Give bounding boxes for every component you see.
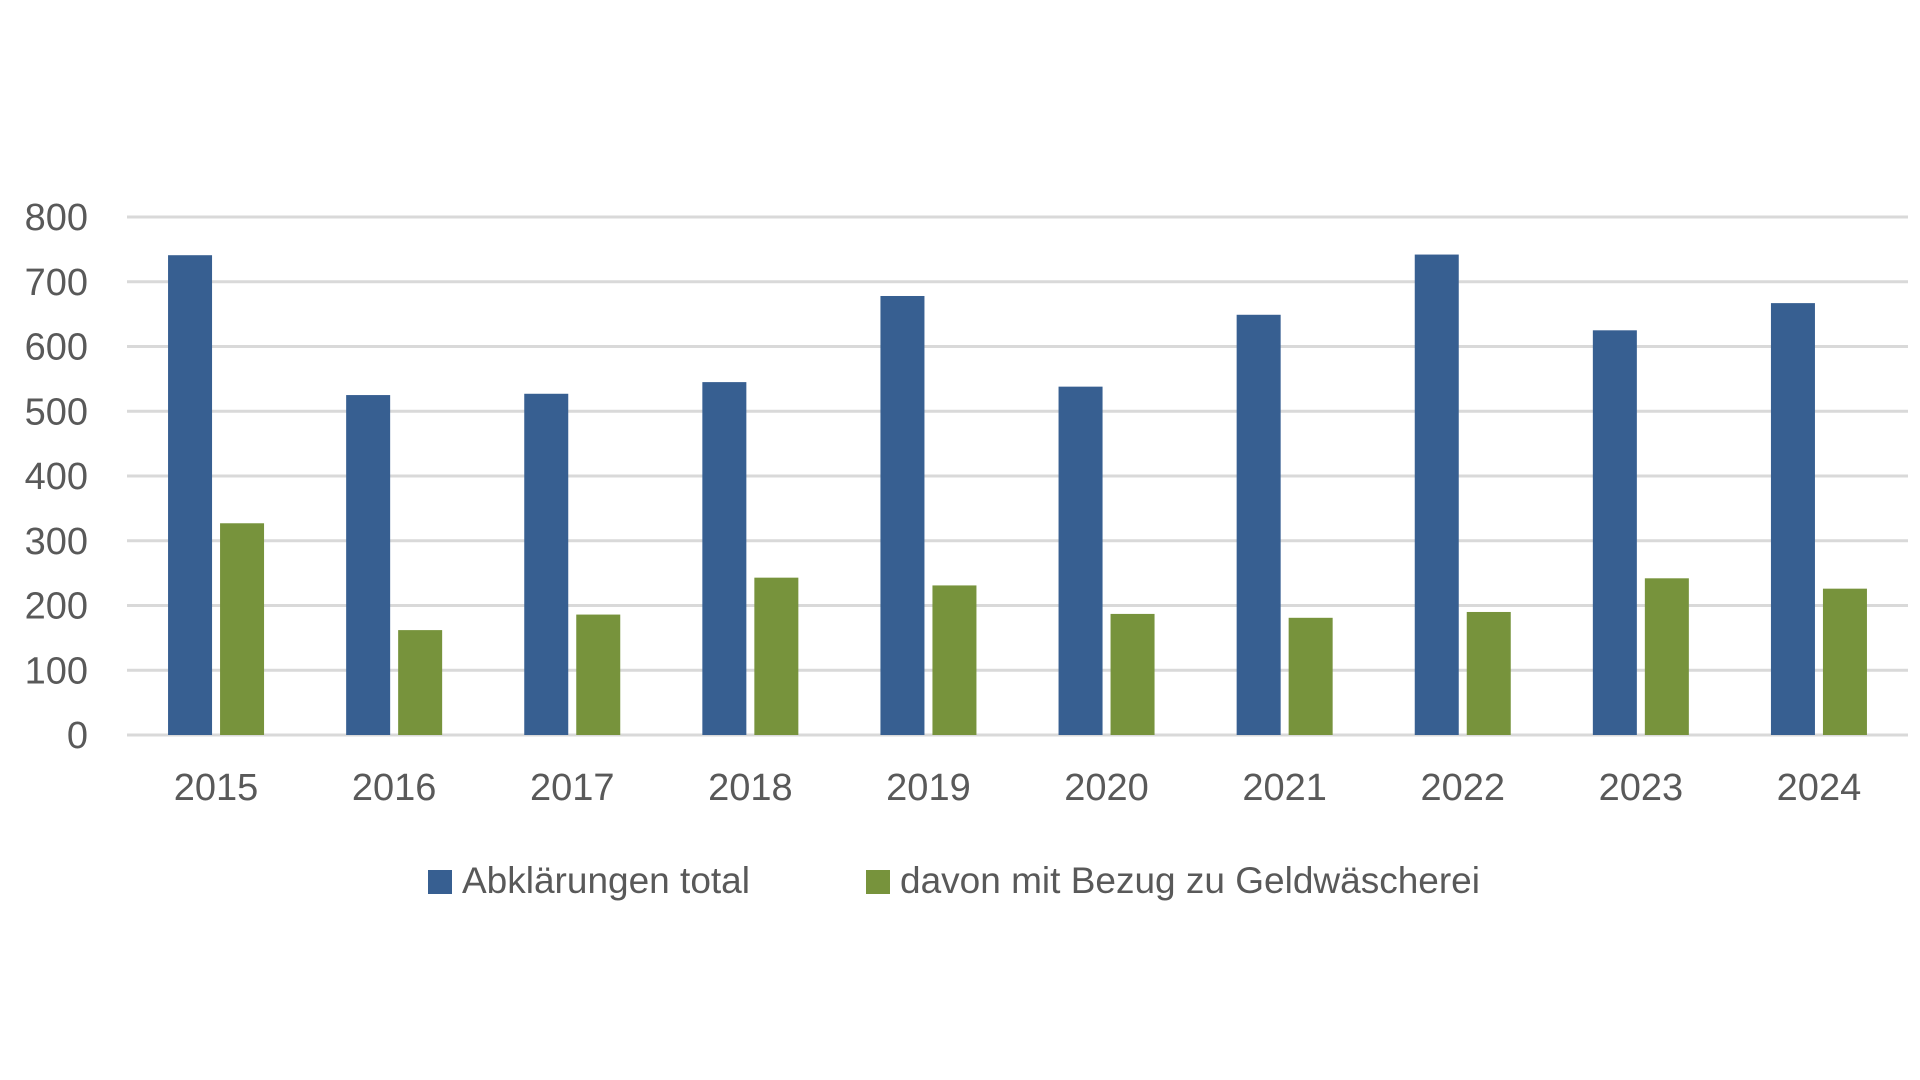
y-tick-label: 300 [25, 521, 88, 563]
bar-geldwaescherei-2016 [398, 630, 442, 735]
x-tick-label: 2018 [708, 767, 793, 809]
bar-total-2020 [1059, 387, 1103, 735]
y-tick-label: 100 [25, 650, 88, 692]
y-tick-label: 500 [25, 391, 88, 433]
bar-chart: 0100200300400500600700800 2015 2016 2017 20… [0, 0, 1920, 1080]
bar-geldwaescherei-2015 [220, 523, 264, 735]
bar-geldwaescherei-2022 [1467, 612, 1511, 735]
x-axis-category-labels: 2015 2016 2017 2018 2019 2020 2021 2022 2023 2024 [174, 767, 1861, 809]
gridlines [127, 217, 1908, 735]
bar-geldwaescherei-2021 [1289, 618, 1333, 735]
x-tick-label: 2015 [174, 767, 259, 809]
bar-geldwaescherei-2018 [754, 578, 798, 735]
bar-total-2021 [1237, 315, 1281, 735]
legend-label: Abklärungen total [462, 860, 750, 901]
legend-swatch [428, 870, 452, 894]
bar-total-2023 [1593, 330, 1637, 735]
y-tick-label: 700 [25, 262, 88, 304]
x-tick-label: 2021 [1242, 767, 1327, 809]
x-tick-label: 2022 [1420, 767, 1505, 809]
bar-total-2017 [524, 394, 568, 735]
x-tick-label: 2017 [530, 767, 615, 809]
y-tick-label: 200 [25, 586, 88, 628]
y-tick-label: 0 [67, 715, 88, 757]
y-tick-label: 600 [25, 327, 88, 369]
y-axis-tick-labels: 0 100 200 300 400 500 600 700 800 [25, 197, 88, 757]
chart-container: 0 100 200 300 400 500 600 700 800 2015 2016 2017 20… [0, 0, 1920, 1080]
x-tick-label: 2023 [1599, 767, 1684, 809]
x-tick-label: 2024 [1777, 767, 1862, 809]
bar-geldwaescherei-2019 [932, 585, 976, 735]
x-tick-label: 2016 [352, 767, 437, 809]
y-tick-label: 800 [25, 197, 88, 239]
legend: Abklärungen total davon mit Bezug zu Geld… [428, 860, 1480, 901]
bar-total-2022 [1415, 255, 1459, 735]
bars [168, 255, 1867, 735]
bar-geldwaescherei-2020 [1111, 614, 1155, 735]
bar-geldwaescherei-2017 [576, 615, 620, 735]
legend-swatch [866, 870, 890, 894]
bar-total-2016 [346, 395, 390, 735]
bar-total-2015 [168, 255, 212, 735]
bar-total-2019 [880, 296, 924, 735]
bar-total-2024 [1771, 303, 1815, 735]
x-tick-label: 2020 [1064, 767, 1149, 809]
x-tick-label: 2019 [886, 767, 971, 809]
legend-label: davon mit Bezug zu Geldwäscherei [900, 860, 1480, 901]
bar-total-2018 [702, 382, 746, 735]
bar-geldwaescherei-2024 [1823, 589, 1867, 735]
bar-geldwaescherei-2023 [1645, 578, 1689, 735]
y-tick-label: 400 [25, 456, 88, 498]
